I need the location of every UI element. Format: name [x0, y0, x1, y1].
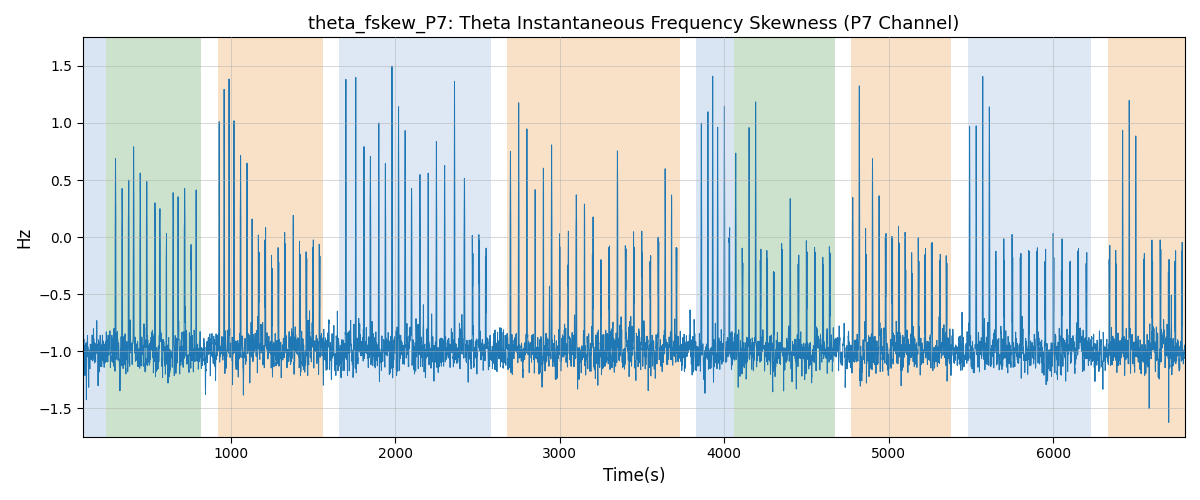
- Bar: [851, 38, 952, 437]
- Bar: [106, 38, 202, 437]
- Bar: [968, 38, 1091, 437]
- Y-axis label: Hz: Hz: [14, 226, 32, 248]
- Bar: [696, 38, 734, 437]
- Bar: [217, 38, 323, 437]
- Bar: [734, 38, 834, 437]
- Bar: [83, 38, 106, 437]
- Title: theta_fskew_P7: Theta Instantaneous Frequency Skewness (P7 Channel): theta_fskew_P7: Theta Instantaneous Freq…: [308, 15, 960, 34]
- Bar: [340, 38, 491, 437]
- Bar: [508, 38, 680, 437]
- X-axis label: Time(s): Time(s): [602, 467, 665, 485]
- Bar: [1108, 38, 1186, 437]
